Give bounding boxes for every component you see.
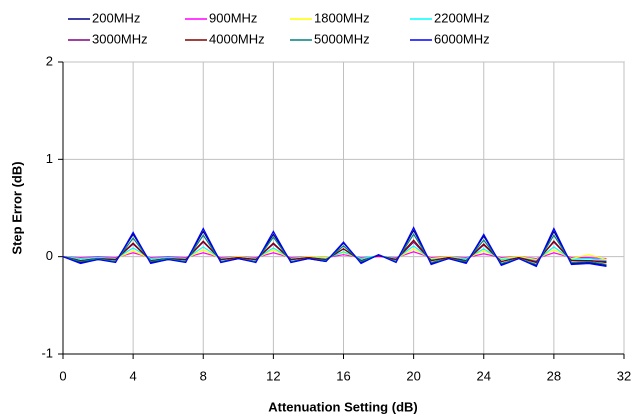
y-tick-label: 1 [46, 151, 53, 166]
y-tick-label: -1 [41, 345, 53, 360]
x-tick-label: 0 [59, 368, 66, 383]
x-tick-label: 12 [266, 368, 280, 383]
x-tick-label: 28 [547, 368, 561, 383]
y-axis-title: Step Error (dB) [9, 161, 24, 254]
legend-label: 200MHz [92, 10, 140, 25]
x-axis-title: Attenuation Setting (dB) [268, 399, 417, 414]
legend-label: 6000MHz [434, 31, 490, 46]
legend-label: 900MHz [209, 10, 257, 25]
series-line [62, 239, 607, 264]
legend-label: 2200MHz [434, 10, 490, 25]
y-tick-label: 2 [46, 53, 53, 68]
x-tick-label: 16 [336, 368, 350, 383]
legend-label: 5000MHz [314, 31, 370, 46]
x-tick-label: 4 [130, 368, 137, 383]
y-tick-label: 0 [46, 248, 53, 263]
legend-label: 3000MHz [92, 31, 148, 46]
x-tick-label: 24 [477, 368, 491, 383]
x-tick-label: 8 [200, 368, 207, 383]
series-line [62, 226, 607, 268]
legend-label: 1800MHz [314, 10, 370, 25]
x-tick-label: 32 [617, 368, 631, 383]
x-tick-label: 20 [406, 368, 420, 383]
legend-label: 4000MHz [209, 31, 265, 46]
